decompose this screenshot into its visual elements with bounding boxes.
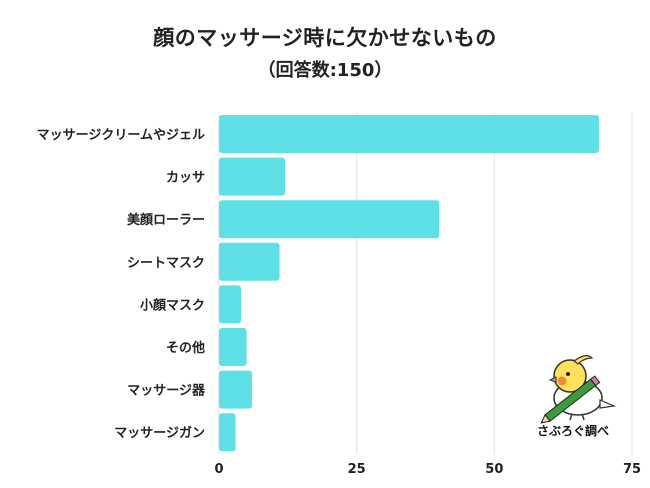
bird-mascot-icon	[540, 355, 617, 424]
category-labels: マッサージクリームやジェルカッサ美顔ローラーシートマスク小顔マスクその他マッサー…	[37, 128, 206, 441]
bar	[219, 242, 280, 281]
x-tick-label: 0	[214, 462, 223, 477]
bar	[219, 115, 599, 153]
category-label: シートマスク	[127, 256, 205, 271]
category-label: 美顔ローラー	[127, 212, 205, 228]
chart-subtitle: （回答数:150）	[257, 60, 393, 81]
bar	[219, 328, 247, 366]
category-label: 小顔マスク	[140, 297, 205, 313]
x-tick-label: 75	[623, 462, 641, 477]
x-tick-label: 25	[348, 462, 366, 477]
bar	[219, 413, 236, 452]
watermark-text: さぶろぐ調べ	[536, 424, 609, 438]
watermark-badge: さぶろぐ調べ	[528, 350, 618, 450]
bar	[219, 285, 242, 324]
x-tick-label: 50	[485, 462, 503, 477]
chart-title: 顔のマッサージ時に欠かせないもの	[153, 26, 497, 50]
category-label: マッサージガン	[114, 426, 205, 441]
category-label: その他	[166, 340, 205, 356]
bar	[219, 370, 253, 409]
bar	[219, 200, 440, 239]
x-tick-labels: 0 25 50 75	[214, 462, 641, 477]
category-label: カッサ	[166, 171, 205, 186]
category-label: マッサージクリームやジェル	[37, 128, 205, 143]
bar	[219, 157, 286, 196]
category-label: マッサージ器	[127, 384, 206, 399]
bars	[219, 115, 599, 452]
